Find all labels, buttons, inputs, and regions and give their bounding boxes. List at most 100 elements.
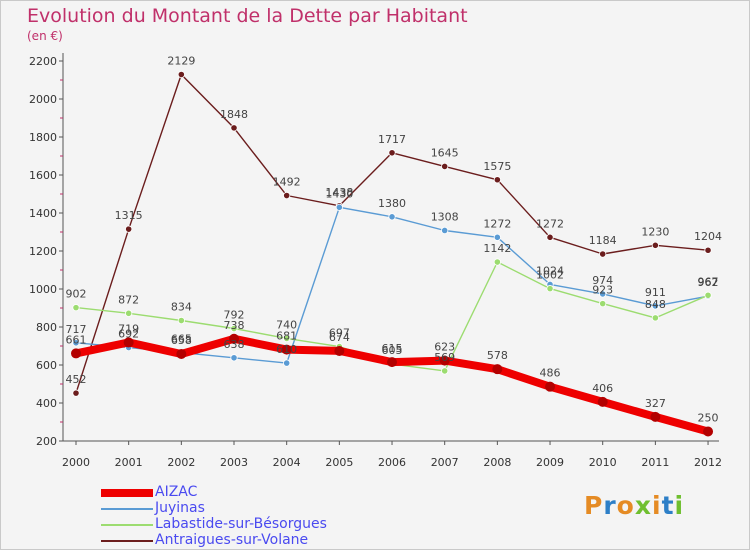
data-point-aizac — [123, 337, 134, 348]
data-label-labastide-sur-b-sorgues: 740 — [276, 318, 297, 331]
data-point-aizac — [597, 396, 608, 407]
data-label-juyinas: 610 — [276, 343, 297, 356]
data-label-labastide-sur-b-sorgues: 834 — [171, 301, 192, 314]
data-point-antraigues-sur-volane — [599, 250, 607, 258]
x-tick-label: 2002 — [167, 456, 195, 469]
data-label-juyinas: 1272 — [483, 217, 511, 230]
logo-letter: x — [634, 491, 652, 520]
data-point-labastide-sur-b-sorgues — [546, 285, 554, 293]
data-point-aizac — [387, 357, 398, 368]
data-label-juyinas: 1308 — [431, 210, 459, 223]
data-label-juyinas: 665 — [171, 333, 192, 346]
x-tick-label: 2000 — [62, 456, 90, 469]
data-point-labastide-sur-b-sorgues — [177, 316, 185, 325]
data-label-antraigues-sur-volane: 1272 — [536, 217, 564, 230]
data-point-labastide-sur-b-sorgues — [599, 300, 607, 308]
data-point-labastide-sur-b-sorgues — [441, 367, 449, 375]
data-label-labastide-sur-b-sorgues: 902 — [66, 288, 87, 301]
chart-title: Evolution du Montant de la Dette par Hab… — [27, 5, 468, 27]
legend-label-labastide: Labastide-sur-Bésorgues — [155, 516, 327, 532]
legend-label-aizac: AIZAC — [155, 484, 198, 500]
logo-letter: P — [584, 491, 604, 520]
data-label-labastide-sur-b-sorgues: 697 — [329, 327, 350, 340]
x-tick-label: 2004 — [273, 456, 301, 469]
data-label-antraigues-sur-volane: 1575 — [483, 160, 511, 173]
legend-label-juyinas: Juyinas — [155, 500, 205, 516]
data-label-aizac: 661 — [66, 333, 87, 346]
data-point-juyinas — [388, 213, 396, 221]
data-point-antraigues-sur-volane — [177, 70, 185, 79]
data-label-antraigues-sur-volane: 1492 — [273, 176, 301, 189]
data-point-labastide-sur-b-sorgues — [704, 291, 712, 299]
y-tick-label: 1200 — [29, 245, 57, 258]
y-tick-label: 1800 — [29, 131, 57, 144]
chart-data-labels: 452 1315 2129 1848 1492 1438 1717 1645 1575 1272 1… — [66, 54, 723, 424]
data-label-juyinas: 1380 — [378, 197, 406, 210]
data-point-antraigues-sur-volane — [388, 149, 396, 157]
legend-label-antraigues: Antraigues-sur-Volane — [155, 532, 309, 548]
data-label-labastide-sur-b-sorgues: 923 — [592, 284, 613, 297]
y-tick-label: 2000 — [29, 93, 57, 106]
data-point-labastide-sur-b-sorgues — [72, 304, 80, 312]
data-point-antraigues-sur-volane — [72, 389, 80, 397]
x-tick-label: 2006 — [378, 456, 406, 469]
legend-swatch-antraigues — [101, 540, 153, 542]
data-label-aizac: 250 — [698, 412, 719, 425]
data-point-labastide-sur-b-sorgues — [125, 309, 133, 317]
data-point-labastide-sur-b-sorgues — [651, 314, 659, 322]
data-label-antraigues-sur-volane: 1315 — [115, 209, 143, 222]
data-point-aizac — [334, 345, 345, 356]
data-label-juyinas: 692 — [118, 328, 139, 341]
x-tick-label: 2009 — [536, 456, 564, 469]
y-tick-label: 1600 — [29, 169, 57, 182]
x-tick-label: 2007 — [431, 456, 459, 469]
chart-axes: 200 400 600 800 1000 1200 1400 1600 1800 2000 2200… — [29, 53, 722, 469]
logo-letter: t — [661, 491, 675, 520]
logo-letter: o — [616, 491, 635, 520]
y-tick-label: 1000 — [29, 283, 57, 296]
data-point-aizac — [703, 426, 714, 437]
data-label-aizac: 658 — [171, 334, 192, 347]
data-label-aizac: 406 — [592, 382, 613, 395]
data-label-aizac: 486 — [540, 367, 561, 380]
data-point-aizac — [439, 355, 450, 366]
legend-swatch-labastide — [101, 524, 153, 526]
data-label-aizac: 719 — [118, 322, 139, 335]
data-point-aizac — [492, 364, 503, 375]
x-tick-label: 2003 — [220, 456, 248, 469]
data-label-aizac: 623 — [434, 341, 455, 354]
data-label-labastide-sur-b-sorgues: 848 — [645, 298, 666, 311]
data-point-antraigues-sur-volane — [493, 176, 501, 184]
data-point-antraigues-sur-volane — [546, 233, 554, 241]
data-point-juyinas — [441, 226, 449, 235]
x-tick-label: 2012 — [694, 456, 722, 469]
data-label-juyinas: 1430 — [325, 187, 353, 200]
data-label-labastide-sur-b-sorgues: 1002 — [536, 269, 564, 282]
data-point-aizac — [281, 344, 292, 355]
data-label-antraigues-sur-volane: 452 — [66, 373, 87, 386]
data-point-antraigues-sur-volane — [704, 246, 712, 254]
data-label-juyinas: 974 — [592, 274, 613, 287]
data-label-labastide-sur-b-sorgues: 1142 — [483, 242, 511, 255]
data-point-antraigues-sur-volane — [441, 162, 449, 171]
y-tick-label: 600 — [36, 359, 57, 372]
y-tick-label: 800 — [36, 321, 57, 334]
data-label-aizac: 327 — [645, 397, 666, 410]
chart-unit-label: (en €) — [27, 29, 63, 43]
data-point-juyinas — [230, 354, 238, 362]
data-label-labastide-sur-b-sorgues: 792 — [224, 309, 245, 322]
data-label-juyinas: 717 — [66, 323, 87, 336]
data-point-labastide-sur-b-sorgues — [493, 258, 501, 266]
data-point-aizac — [545, 381, 556, 392]
data-point-antraigues-sur-volane — [283, 191, 291, 200]
data-point-juyinas — [335, 203, 343, 211]
logo-letter: r — [603, 491, 617, 520]
data-label-antraigues-sur-volane: 2129 — [167, 54, 195, 67]
y-tick-label: 1400 — [29, 207, 57, 220]
y-tick-label: 200 — [36, 435, 57, 448]
data-label-aizac: 738 — [224, 319, 245, 332]
data-point-antraigues-sur-volane — [651, 241, 659, 249]
data-label-juyinas: 1024 — [536, 264, 564, 277]
